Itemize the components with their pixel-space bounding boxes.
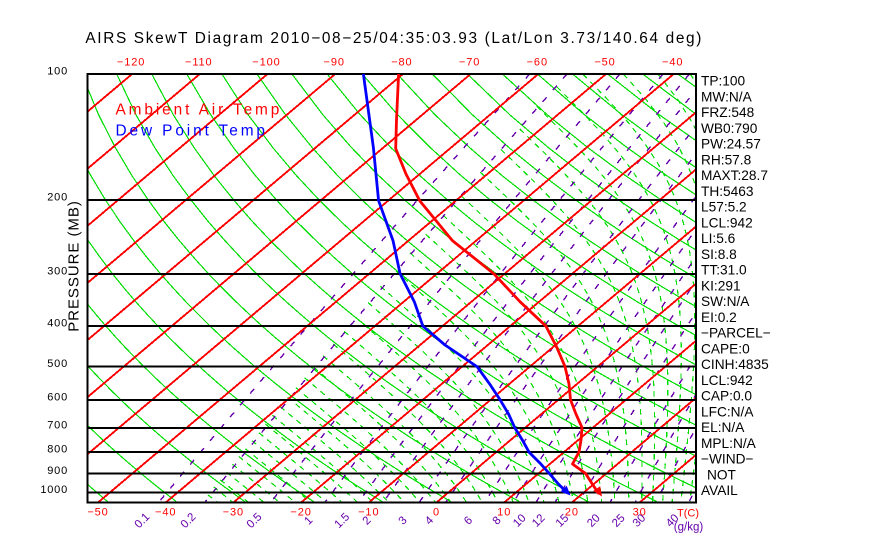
svg-text:−70: −70 bbox=[459, 57, 480, 69]
svg-text:800: 800 bbox=[47, 444, 68, 456]
svg-text:LCL:942: LCL:942 bbox=[701, 373, 753, 388]
svg-text:−PARCEL−: −PARCEL− bbox=[701, 326, 771, 341]
svg-text:PW:24.57: PW:24.57 bbox=[701, 137, 761, 152]
svg-text:WB0:790: WB0:790 bbox=[701, 121, 758, 136]
svg-text:100: 100 bbox=[47, 66, 68, 78]
svg-text:L57:5.2: L57:5.2 bbox=[701, 200, 747, 215]
svg-text:SW:N/A: SW:N/A bbox=[701, 294, 750, 309]
svg-text:LCL:942: LCL:942 bbox=[701, 215, 753, 230]
svg-text:TH:5463: TH:5463 bbox=[701, 184, 754, 199]
svg-text:TT:31.0: TT:31.0 bbox=[701, 263, 747, 278]
svg-text:CINH:4835: CINH:4835 bbox=[701, 357, 769, 372]
svg-text:0: 0 bbox=[433, 507, 440, 519]
svg-text:20: 20 bbox=[565, 507, 579, 519]
svg-text:EI:0.2: EI:0.2 bbox=[701, 310, 737, 325]
svg-text:LFC:N/A: LFC:N/A bbox=[701, 404, 754, 419]
svg-text:(g/kg): (g/kg) bbox=[674, 522, 704, 534]
svg-text:CAP:0.0: CAP:0.0 bbox=[701, 389, 752, 404]
svg-text:30: 30 bbox=[633, 507, 647, 519]
svg-text:AVAIL: AVAIL bbox=[701, 483, 738, 498]
svg-text:−50: −50 bbox=[594, 57, 615, 69]
svg-text:700: 700 bbox=[47, 419, 68, 431]
svg-text:400: 400 bbox=[47, 318, 68, 330]
svg-text:−120: −120 bbox=[117, 57, 145, 69]
svg-text:−40: −40 bbox=[155, 507, 176, 519]
svg-text:200: 200 bbox=[47, 192, 68, 204]
svg-text:PRESSURE (MB): PRESSURE (MB) bbox=[65, 200, 82, 332]
svg-text:−60: −60 bbox=[527, 57, 548, 69]
svg-text:500: 500 bbox=[47, 358, 68, 370]
svg-text:LI:5.6: LI:5.6 bbox=[701, 231, 736, 246]
svg-text:600: 600 bbox=[47, 391, 68, 403]
svg-text:−50: −50 bbox=[87, 507, 108, 519]
svg-text:T(C): T(C) bbox=[677, 508, 699, 520]
svg-text:300: 300 bbox=[47, 265, 68, 277]
svg-text:−30: −30 bbox=[223, 507, 244, 519]
svg-text:900: 900 bbox=[47, 465, 68, 477]
svg-text:NOT: NOT bbox=[707, 467, 737, 482]
svg-text:MPL:N/A: MPL:N/A bbox=[701, 436, 757, 451]
svg-text:TP:100: TP:100 bbox=[701, 74, 746, 89]
svg-text:EL:N/A: EL:N/A bbox=[701, 420, 745, 435]
svg-text:1000: 1000 bbox=[40, 484, 68, 496]
svg-text:MAXT:28.7: MAXT:28.7 bbox=[701, 168, 768, 183]
svg-text:−40: −40 bbox=[662, 57, 683, 69]
svg-text:KI:291: KI:291 bbox=[701, 278, 741, 293]
svg-text:−WIND−: −WIND− bbox=[701, 452, 753, 467]
svg-text:−100: −100 bbox=[252, 57, 280, 69]
svg-text:−10: −10 bbox=[358, 507, 379, 519]
svg-text:Ambient Air Temp: Ambient Air Temp bbox=[116, 102, 283, 119]
svg-text:AIRS SkewT Diagram 2010−08−25/: AIRS SkewT Diagram 2010−08−25/04:35:03.9… bbox=[85, 30, 703, 47]
svg-text:−20: −20 bbox=[290, 507, 311, 519]
svg-text:FRZ:548: FRZ:548 bbox=[701, 105, 755, 120]
svg-text:−90: −90 bbox=[324, 57, 345, 69]
svg-text:−80: −80 bbox=[391, 57, 412, 69]
svg-text:SI:8.8: SI:8.8 bbox=[701, 247, 737, 262]
svg-text:CAPE:0: CAPE:0 bbox=[701, 341, 750, 356]
svg-text:Dew Point Temp: Dew Point Temp bbox=[116, 123, 268, 140]
svg-text:RH:57.8: RH:57.8 bbox=[701, 152, 752, 167]
svg-text:10: 10 bbox=[497, 507, 511, 519]
svg-text:MW:N/A: MW:N/A bbox=[701, 89, 753, 104]
svg-text:−110: −110 bbox=[185, 57, 213, 69]
